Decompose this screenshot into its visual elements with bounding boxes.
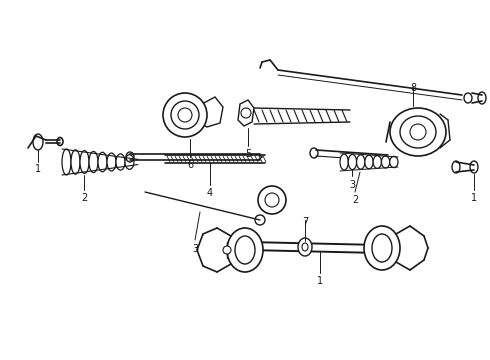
Ellipse shape bbox=[340, 154, 348, 170]
Ellipse shape bbox=[80, 150, 89, 174]
Ellipse shape bbox=[227, 228, 263, 272]
Text: 4: 4 bbox=[207, 188, 213, 198]
Ellipse shape bbox=[125, 155, 134, 169]
Ellipse shape bbox=[390, 108, 446, 156]
Ellipse shape bbox=[62, 149, 71, 175]
Ellipse shape bbox=[116, 154, 125, 170]
Ellipse shape bbox=[373, 156, 381, 168]
Ellipse shape bbox=[298, 238, 312, 256]
Ellipse shape bbox=[163, 93, 207, 137]
Ellipse shape bbox=[223, 246, 231, 254]
Text: 8: 8 bbox=[410, 83, 416, 93]
Text: 7: 7 bbox=[302, 217, 308, 227]
Text: 3: 3 bbox=[349, 180, 355, 190]
Text: 2: 2 bbox=[81, 193, 87, 203]
Ellipse shape bbox=[98, 152, 107, 172]
Text: 6: 6 bbox=[187, 160, 193, 170]
Ellipse shape bbox=[365, 155, 373, 169]
Text: 1: 1 bbox=[471, 193, 477, 203]
Ellipse shape bbox=[348, 154, 357, 170]
Ellipse shape bbox=[357, 155, 365, 169]
Text: 1: 1 bbox=[35, 164, 41, 174]
Text: 5: 5 bbox=[245, 149, 251, 159]
Text: 1: 1 bbox=[317, 276, 323, 286]
Ellipse shape bbox=[381, 156, 390, 168]
Ellipse shape bbox=[71, 150, 80, 174]
Text: 3: 3 bbox=[192, 244, 198, 254]
Ellipse shape bbox=[89, 152, 98, 172]
Ellipse shape bbox=[364, 226, 400, 270]
Ellipse shape bbox=[107, 153, 116, 171]
Ellipse shape bbox=[390, 156, 398, 168]
Text: 2: 2 bbox=[352, 195, 358, 205]
